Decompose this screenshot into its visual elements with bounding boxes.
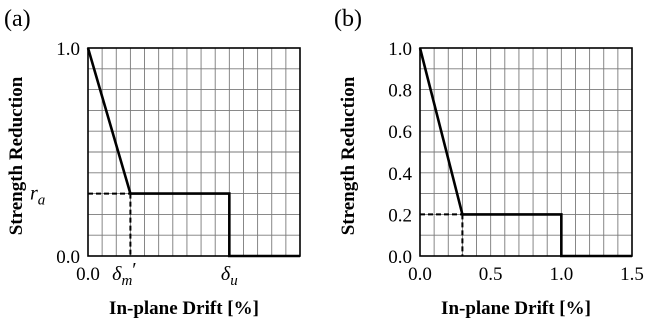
y-tick-label: 0.8	[388, 81, 412, 102]
x-tick-label: 0.5	[479, 264, 503, 285]
series-line	[86, 47, 300, 258]
y-tick-label: 1.0	[56, 39, 80, 60]
y-tick-label: ra	[30, 183, 45, 209]
chart-panel-a: (a) 1.0 ra 0.00.0 δm′ δu In-plane Drift [%] Str…	[4, 6, 301, 319]
x-tick-label: 0.0	[408, 264, 432, 285]
y-tick-label: 0.6	[388, 122, 412, 143]
x-tick-label: 0.0	[76, 264, 100, 285]
y-tick-label: 0.0	[56, 247, 80, 268]
plot-frame	[419, 47, 633, 257]
gridlines	[88, 48, 300, 256]
x-tick-label: 1.5	[620, 264, 644, 285]
series-line	[418, 47, 632, 258]
y-tick-label: 0.0	[388, 247, 412, 268]
gridlines	[420, 48, 632, 256]
x-tick-label: 1.0	[549, 264, 573, 285]
y-tick-label: 0.4	[388, 164, 412, 185]
panel-label: (a)	[4, 6, 31, 32]
y-axis-title: Strength Reduction	[338, 76, 359, 235]
y-tick-label: 0.2	[388, 205, 412, 226]
y-tick-label: 1.0	[388, 39, 412, 60]
y-axis-title: Strength Reduction	[6, 76, 27, 235]
x-axis-title: In-plane Drift [%]	[441, 298, 591, 319]
x-axis-title: In-plane Drift [%]	[109, 298, 259, 319]
panel-label: (b)	[334, 6, 362, 32]
x-tick-label: δu	[221, 263, 238, 289]
plot-frame	[87, 47, 301, 257]
x-tick-label: δm′	[112, 259, 137, 289]
chart-panel-b: (b) 0.0 0.2 0.4 0.6 0.8 1.0 0.0 0.5 1.0 1.5 In-plan…	[334, 6, 644, 319]
